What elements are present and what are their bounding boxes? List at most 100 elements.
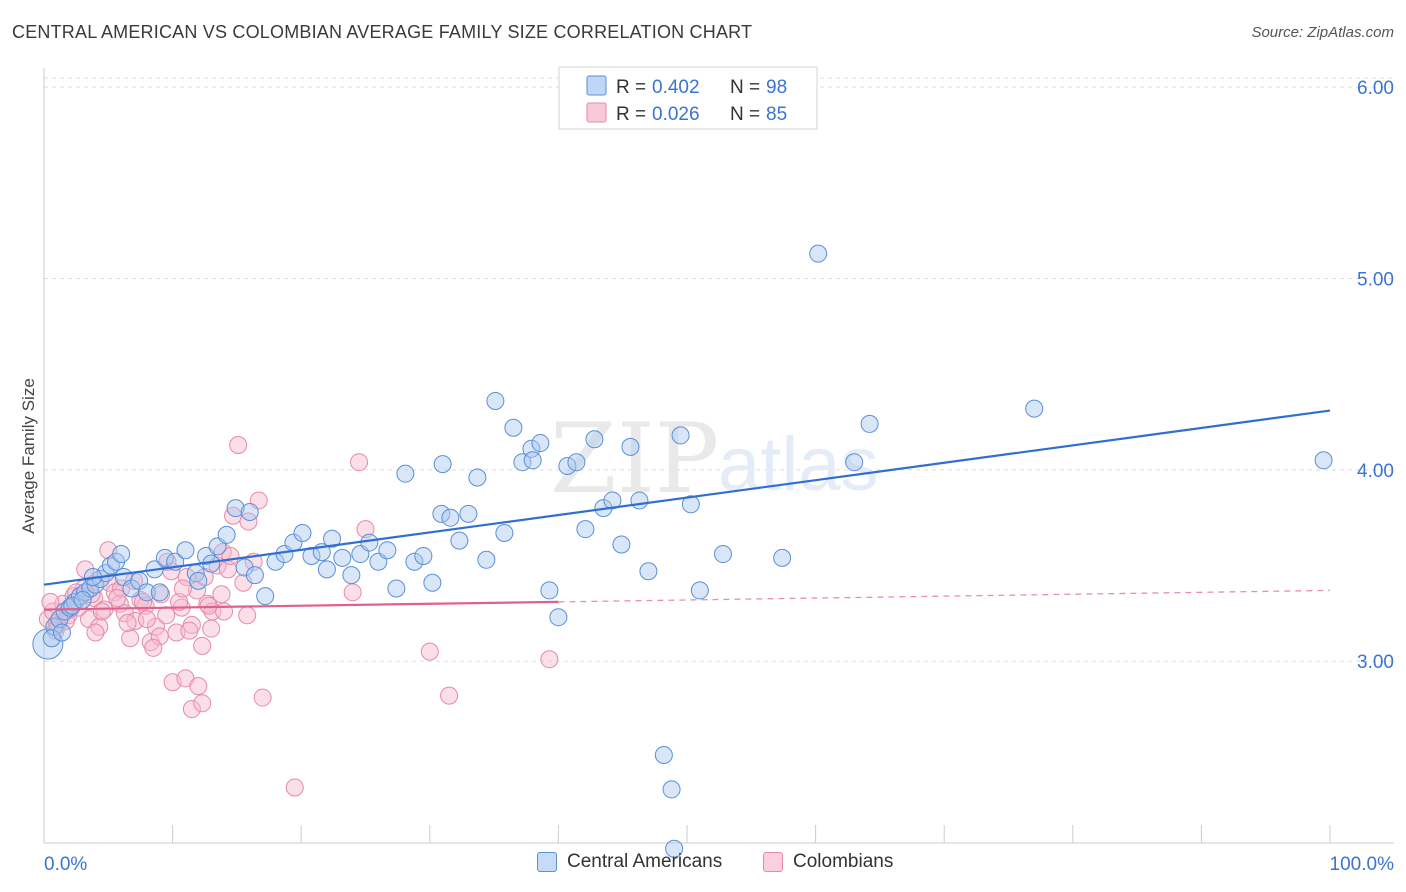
x-tick-label-start: 0.0%: [44, 854, 87, 875]
central-american-point: [176, 541, 195, 560]
colombian-point: [137, 610, 156, 629]
stats-legend-blue-r-value: 0.402: [652, 77, 700, 98]
central-american-point: [845, 453, 864, 472]
central-american-point: [621, 437, 640, 456]
central-american-point: [112, 545, 131, 564]
stats-legend-blue-swatch: [586, 75, 607, 96]
colombians-trend-line-extended: [558, 589, 1331, 603]
central-american-point: [662, 780, 681, 799]
central-american-point: [468, 468, 487, 487]
colombian-point: [170, 592, 189, 611]
colombian-point: [540, 650, 559, 669]
central-american-point: [549, 608, 568, 627]
central-american-point: [387, 579, 406, 598]
central-american-point: [540, 581, 559, 600]
central-american-point: [360, 533, 379, 552]
colombian-point: [239, 512, 258, 531]
y-tick-label: 3.00: [1357, 652, 1394, 673]
central-american-point: [1025, 399, 1044, 418]
central-american-point: [523, 451, 542, 470]
colombians-trend-line: [43, 600, 559, 611]
central-american-point: [333, 548, 352, 567]
central-american-point: [567, 453, 586, 472]
watermark: ZIP atlas: [550, 403, 879, 515]
y-tick-label: 6.00: [1357, 78, 1394, 99]
colombian-point: [229, 435, 248, 454]
central-american-point: [245, 566, 264, 585]
central-american-point: [423, 573, 442, 592]
colombian-point: [173, 579, 192, 598]
colombian-point: [180, 621, 199, 640]
central-american-point: [690, 581, 709, 600]
colombian-point: [215, 602, 234, 621]
colombian-point: [199, 596, 218, 615]
central-american-point: [293, 524, 312, 542]
colombian-point: [212, 585, 231, 604]
colombian-point: [356, 520, 375, 539]
colombian-point: [193, 636, 212, 655]
central-american-point: [122, 579, 141, 598]
colombian-point: [92, 602, 111, 621]
central-american-point: [860, 414, 879, 433]
legend-item-colombians: Colombians: [763, 851, 893, 873]
central-american-point: [155, 548, 174, 567]
stats-legend-blue-n-value: 98: [766, 77, 787, 98]
chart-title: CENTRAL AMERICAN VS COLOMBIAN AVERAGE FA…: [12, 22, 753, 42]
central-american-point: [459, 504, 478, 523]
stats-legend-pink-r-label: R =: [616, 104, 646, 125]
central-american-point: [32, 628, 64, 660]
colombian-point: [108, 589, 127, 608]
colombian-point: [350, 453, 369, 472]
central-american-point: [73, 590, 92, 609]
colombian-point: [144, 638, 163, 657]
central-american-point: [323, 529, 342, 548]
central-americans-trend-line: [43, 409, 1331, 586]
central-american-point: [433, 455, 452, 474]
central-american-point: [654, 745, 673, 764]
central-american-point: [256, 587, 275, 606]
colombian-point: [440, 686, 459, 705]
legend-label-central-americans: Central Americans: [567, 851, 723, 872]
central-american-point: [576, 520, 595, 539]
central-american-point: [150, 583, 169, 602]
central-american-point: [226, 499, 245, 518]
legend-item-central-americans: Central Americans: [537, 851, 722, 873]
stats-legend-pink-n-value: 85: [766, 104, 787, 125]
y-tick-labels: 3.00 4.00 5.00 6.00: [1357, 78, 1394, 673]
colombian-point: [193, 694, 212, 713]
central-american-point: [53, 623, 72, 642]
central-american-point: [531, 434, 550, 453]
central-american-point: [585, 430, 604, 449]
colombian-point: [253, 688, 272, 707]
central-american-point: [612, 535, 631, 554]
central-american-point: [714, 545, 733, 564]
x-tick-label-end: 100.0%: [1330, 854, 1395, 875]
colombian-point: [182, 700, 201, 719]
central-american-point: [137, 583, 156, 602]
central-american-point: [1314, 451, 1333, 470]
central-american-point: [441, 508, 460, 527]
central-american-point: [235, 558, 254, 577]
colombian-point: [126, 612, 145, 631]
central-american-point: [414, 546, 433, 565]
legend-swatch-pink: [763, 852, 783, 872]
central-american-point: [665, 839, 684, 858]
central-american-point: [809, 244, 828, 263]
colombian-point: [343, 583, 362, 602]
series-legend: Central Americans Colombians: [0, 851, 1406, 879]
central-americans-points: [32, 244, 1333, 858]
colombian-point: [134, 592, 153, 611]
colombian-point: [420, 642, 439, 661]
colombians-points: [38, 435, 559, 797]
colombian-point: [285, 778, 304, 797]
central-american-point: [240, 502, 259, 521]
y-tick-label: 5.00: [1357, 269, 1394, 290]
stats-legend-blue-r-label: R =: [616, 77, 646, 98]
central-american-point: [630, 491, 649, 510]
colombian-point: [238, 606, 257, 625]
colombian-point: [118, 613, 137, 632]
central-american-point: [639, 562, 658, 581]
colombian-point: [157, 606, 176, 625]
central-american-point: [671, 426, 690, 445]
